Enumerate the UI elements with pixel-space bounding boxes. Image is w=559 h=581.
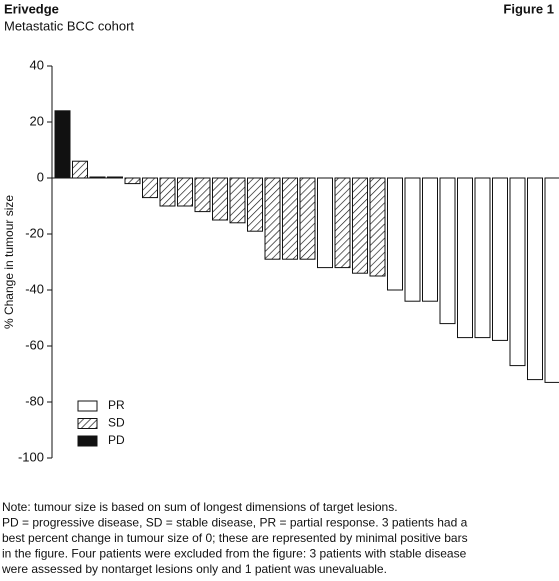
header-title: Erivedge (4, 1, 59, 16)
bar (317, 177, 333, 269)
bar (474, 177, 491, 339)
y-tick-label: -80 (25, 393, 44, 408)
bar (422, 177, 438, 302)
bar (247, 177, 263, 232)
y-tick-label: -20 (25, 225, 44, 240)
bar (229, 177, 246, 224)
note-line: PD = progressive disease, SD = stable di… (2, 516, 468, 530)
bar (142, 177, 158, 199)
bar (457, 177, 473, 339)
bar (439, 177, 456, 325)
y-tick-label: -60 (25, 337, 44, 352)
legend-swatch (77, 435, 98, 447)
bar (404, 177, 421, 302)
bar (544, 177, 559, 383)
y-tick-label: -100 (18, 449, 44, 464)
bar (492, 177, 508, 341)
note-line: in the figure. Four patients were exclud… (2, 547, 467, 561)
legend-swatch (77, 418, 98, 429)
y-tick-label: -40 (25, 281, 44, 296)
bar (177, 177, 193, 207)
bar (54, 110, 71, 179)
bar (212, 177, 228, 221)
bar (387, 177, 403, 291)
figure-label: Figure 1 (503, 1, 554, 16)
y-tick-label: 0 (37, 169, 44, 184)
bar (509, 177, 526, 367)
y-axis-label: % Change in tumour size (2, 195, 16, 329)
note-line: were assessed by nontarget lesions only … (1, 562, 387, 576)
note-line: Note: tumour size is based on sum of lon… (2, 500, 398, 514)
bar (72, 160, 88, 179)
bar (159, 177, 176, 207)
bar (334, 177, 351, 269)
bar (527, 177, 543, 381)
legend-label: SD (108, 416, 125, 430)
note-line: best percent change in tumour size of 0;… (2, 531, 468, 545)
legend-swatch (77, 400, 98, 412)
y-tick-label: 40 (30, 57, 44, 72)
bar (369, 177, 386, 277)
bar (352, 177, 368, 274)
bar (124, 177, 141, 185)
bar (282, 177, 298, 260)
bar (264, 177, 281, 260)
y-tick-label: 20 (30, 113, 44, 128)
header-subtitle: Metastatic BCC cohort (4, 18, 134, 33)
legend-label: PR (108, 398, 125, 412)
legend-label: PD (108, 433, 125, 447)
bar (299, 177, 316, 260)
bar (194, 177, 211, 213)
